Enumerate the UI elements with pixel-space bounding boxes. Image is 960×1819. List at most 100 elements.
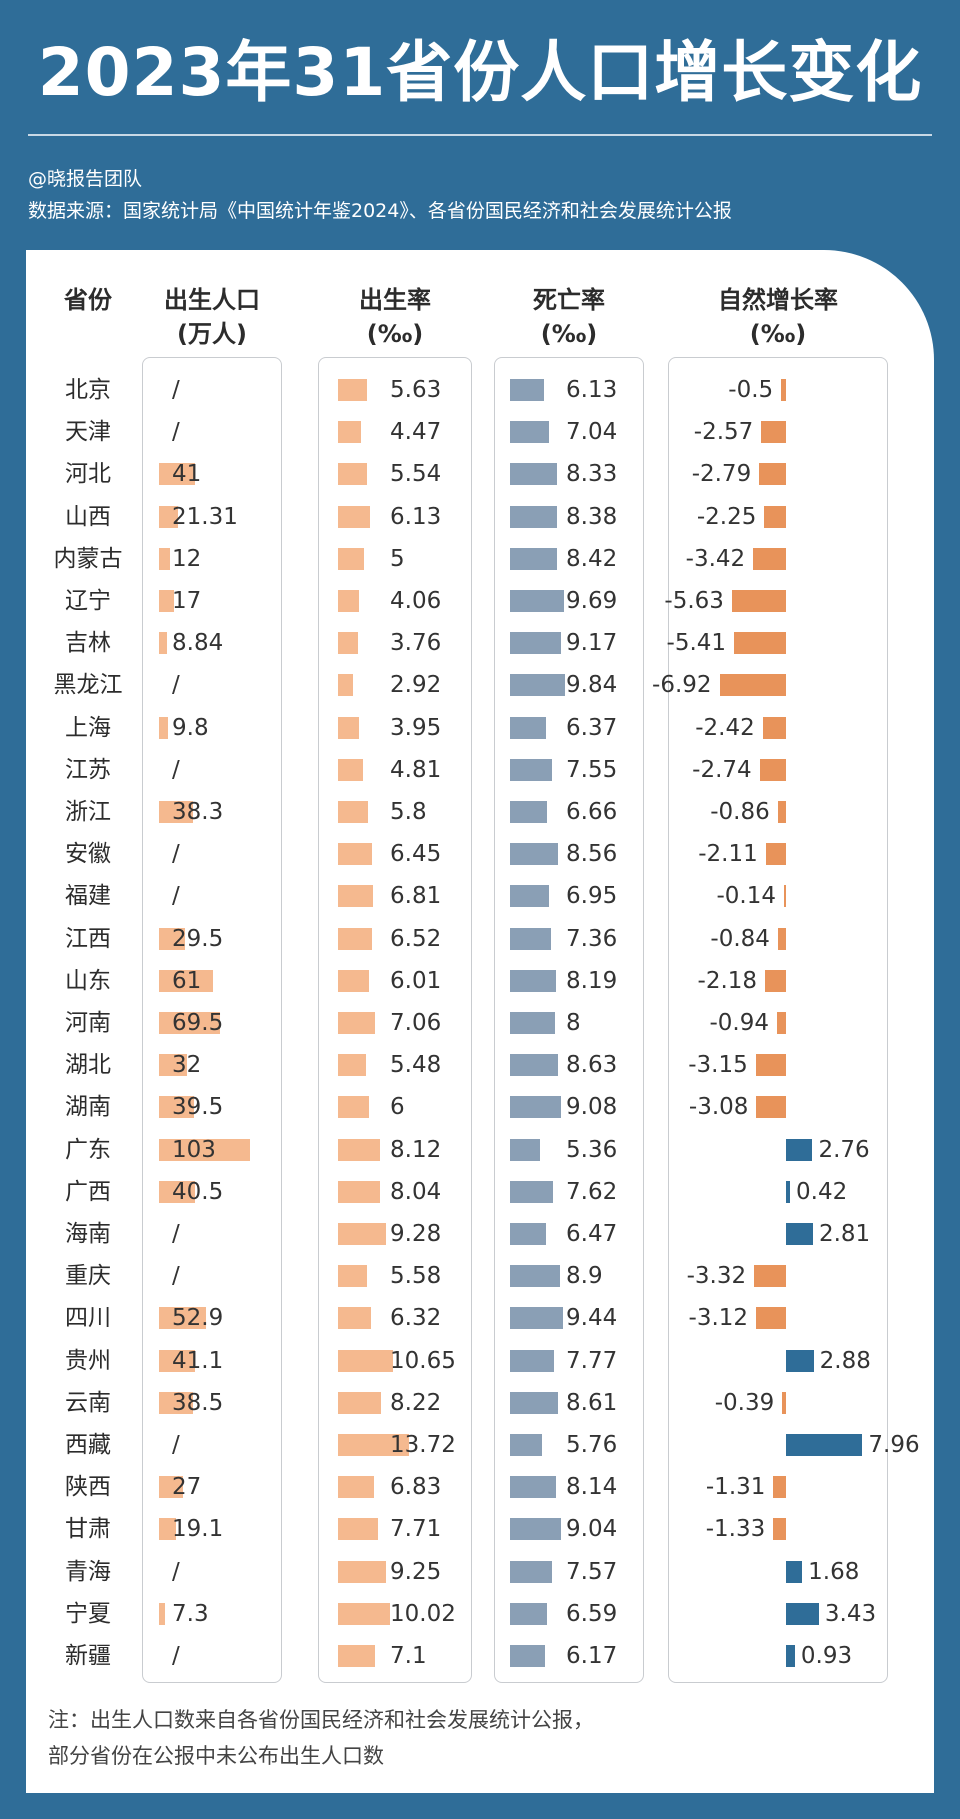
death-rate-value: 8.14 xyxy=(566,1474,618,1501)
province-label: 广西 xyxy=(65,1178,111,1205)
birth-rate-header: 出生率 xyxy=(359,286,431,314)
growth-rate-value: -6.92 xyxy=(652,672,712,699)
birth-rate-bar xyxy=(338,1391,381,1414)
death-rate-bar xyxy=(510,885,549,908)
birth-rate-value: 7.71 xyxy=(390,1516,442,1543)
province-label: 广东 xyxy=(65,1136,111,1163)
birth-rate-column-frame xyxy=(318,357,472,1683)
growth-rate-value: -0.14 xyxy=(716,883,776,910)
birth-rate-value: 9.25 xyxy=(390,1558,442,1585)
death-rate-bar xyxy=(510,590,565,612)
page-title: 2023年31省份人口增长变化 xyxy=(37,34,923,111)
death-rate-value: 7.62 xyxy=(566,1178,618,1205)
births-value: 7.3 xyxy=(172,1600,209,1627)
death-rate-bar xyxy=(510,758,553,781)
birth-rate-value: 4.47 xyxy=(390,419,442,446)
province-label: 甘肃 xyxy=(65,1516,111,1543)
births-value: 41 xyxy=(172,461,202,488)
growth-rate-bar xyxy=(755,1054,786,1077)
death-rate-bar xyxy=(510,1265,560,1288)
births-bar xyxy=(159,463,196,486)
growth-rate-bar xyxy=(765,969,786,992)
growth-rate-value: -5.41 xyxy=(666,630,727,657)
death-rate-bar xyxy=(510,1223,547,1245)
province-label: 青海 xyxy=(65,1558,111,1585)
births-bar xyxy=(159,1391,193,1414)
births-bar xyxy=(159,505,178,528)
births-value: 32 xyxy=(172,1052,202,1079)
births-value: / xyxy=(172,1263,180,1290)
province-label: 福建 xyxy=(65,883,111,910)
births-bar xyxy=(159,547,170,570)
birth-rate-bar xyxy=(338,379,368,401)
births-value: / xyxy=(172,841,180,868)
births-value: 69.5 xyxy=(172,1010,224,1036)
death-rate-unit: (‰) xyxy=(540,320,598,348)
birth-rate-bar xyxy=(338,1349,394,1372)
births-bar xyxy=(159,1518,176,1541)
death-rate-value: 9.44 xyxy=(566,1305,618,1332)
birth-rate-value: 5.54 xyxy=(390,461,442,488)
death-rate-column-frame xyxy=(494,357,644,1683)
birth-rate-value: 2.92 xyxy=(390,672,442,699)
growth-rate-value: 0.93 xyxy=(800,1643,853,1669)
birth-rate-bar xyxy=(338,1265,368,1288)
death-rate-value: 6.47 xyxy=(566,1221,618,1247)
births-value: 9.8 xyxy=(172,714,209,741)
province-label: 辽宁 xyxy=(65,588,111,614)
growth-rate-bar xyxy=(784,885,786,908)
growth-rate-value: -3.15 xyxy=(688,1052,748,1079)
growth-rate-bar xyxy=(782,1391,786,1414)
growth-rate-value: -0.39 xyxy=(714,1389,775,1416)
births-value: 29.5 xyxy=(172,925,224,952)
growth-rate-bar xyxy=(754,1265,786,1288)
birth-rate-bar xyxy=(338,885,374,908)
birth-rate-bar xyxy=(338,674,354,697)
province-label: 吉林 xyxy=(65,630,111,657)
birth-rate-bar xyxy=(338,590,360,612)
province-label: 江苏 xyxy=(65,756,111,783)
death-rate-value: 9.17 xyxy=(566,630,618,657)
births-value: / xyxy=(172,1432,180,1458)
growth-rate-value: 7.96 xyxy=(868,1432,920,1458)
births-value: 17 xyxy=(172,588,202,614)
province-label: 浙江 xyxy=(65,799,111,825)
death-rate-value: 5.36 xyxy=(566,1136,618,1163)
birth-rate-value: 4.06 xyxy=(390,588,442,614)
births-value: 40.5 xyxy=(172,1178,224,1205)
birth-rate-value: 5 xyxy=(390,545,405,572)
births-bar xyxy=(159,927,185,950)
growth-rate-bar xyxy=(781,379,786,401)
birth-rate-value: 6.32 xyxy=(390,1305,442,1332)
births-bar xyxy=(159,1096,194,1119)
death-rate-bar xyxy=(510,1180,553,1203)
births-value: 61 xyxy=(172,967,202,994)
growth-rate-value: -2.57 xyxy=(693,419,754,446)
growth-rate-value: -2.25 xyxy=(696,503,757,530)
birth-rate-bar xyxy=(338,1560,387,1583)
growth-rate-value: 2.88 xyxy=(819,1347,871,1374)
death-rate-bar xyxy=(510,1307,563,1330)
birth-rate-value: 5.63 xyxy=(390,377,442,403)
growth-rate-bar xyxy=(753,547,786,570)
death-rate-header: 死亡率 xyxy=(533,286,605,314)
growth-rate-bar xyxy=(759,463,786,486)
births-bar xyxy=(159,969,213,992)
province-label: 四川 xyxy=(65,1305,111,1332)
province-label: 重庆 xyxy=(65,1263,111,1290)
birth-rate-bar xyxy=(338,1434,410,1456)
province-header: 省份 xyxy=(64,286,112,314)
growth-rate-bar xyxy=(786,1602,819,1625)
birth-rate-bar xyxy=(338,927,372,950)
death-rate-bar xyxy=(510,1349,554,1372)
birth-rate-bar xyxy=(338,969,370,992)
births-value: / xyxy=(172,1221,180,1247)
birth-rate-value: 6.45 xyxy=(390,841,442,868)
birth-rate-value: 6.01 xyxy=(390,967,442,994)
death-rate-value: 7.55 xyxy=(566,756,618,783)
growth-rate-value: 0.42 xyxy=(796,1178,848,1205)
births-bar xyxy=(159,1307,206,1330)
births-value: 19.1 xyxy=(172,1516,224,1543)
province-label: 江西 xyxy=(65,925,111,952)
births-value: 41.1 xyxy=(172,1347,224,1374)
